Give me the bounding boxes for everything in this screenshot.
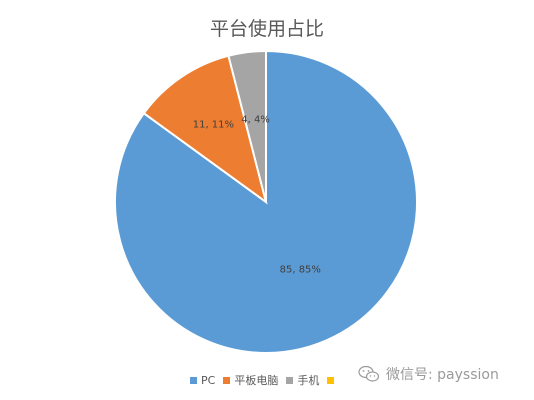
slice-data-label-0: 85, 85%: [280, 264, 321, 275]
chart-legend: PC 平板电脑 手机: [190, 372, 346, 388]
pie-slice-2: [227, 49, 267, 203]
slice-data-label-2: 4, 4%: [241, 115, 270, 126]
legend-label-1: 平板电脑: [234, 374, 279, 387]
legend-swatch-0: [190, 376, 197, 384]
legend-swatch-2: [286, 376, 294, 384]
legend-label-0: PC: [201, 373, 216, 387]
legend-swatch-3: [327, 376, 335, 384]
chart-title: 平台使用占比: [209, 18, 324, 40]
wechat-icon: [358, 365, 380, 382]
legend-item-2: 手机: [286, 372, 319, 388]
watermark: 微信号: payssion: [358, 364, 499, 384]
legend-item-0: PC: [190, 374, 215, 387]
watermark-text: 微信号: payssion: [386, 367, 499, 383]
legend-swatch-1: [223, 376, 231, 384]
slice-data-label-1: 11, 11%: [193, 120, 234, 131]
legend-item-1: 平板电脑: [223, 372, 278, 388]
pie-slice-1: [142, 54, 268, 205]
legend-item-3: [327, 376, 338, 384]
legend-label-2: 手机: [297, 374, 320, 387]
